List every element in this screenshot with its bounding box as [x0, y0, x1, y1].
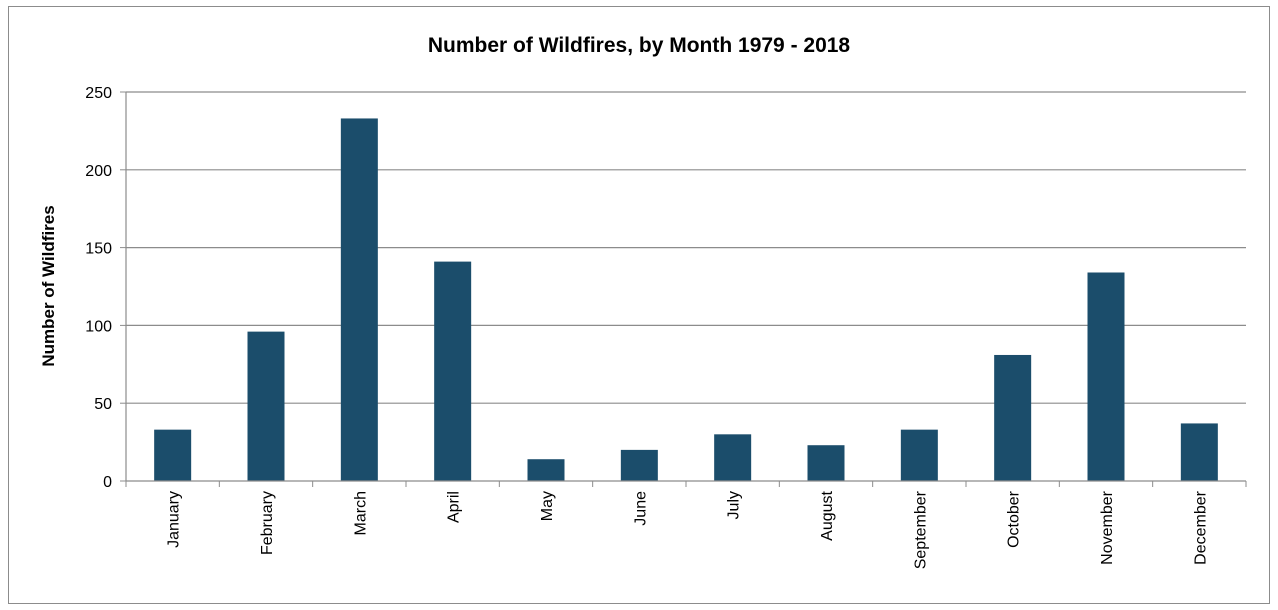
- x-tick-label: February: [259, 491, 276, 555]
- bar-december: [1180, 423, 1218, 481]
- x-tick-label: April: [446, 491, 463, 523]
- x-tick-label: January: [166, 491, 183, 548]
- x-tick-label: October: [1006, 490, 1023, 548]
- x-tick-label: November: [1099, 490, 1116, 564]
- y-tick-label: 250: [85, 85, 112, 102]
- bar-january: [154, 429, 192, 481]
- x-tick-label: May: [539, 491, 556, 521]
- bar-february: [247, 331, 285, 481]
- chart-frame: [8, 6, 1270, 604]
- bar-august: [807, 445, 845, 481]
- y-tick-label: 50: [94, 396, 112, 413]
- bars: [154, 118, 1218, 482]
- y-tick-label: 200: [85, 163, 112, 180]
- chart-title: Number of Wildfires, by Month 1979 - 201…: [428, 34, 851, 57]
- bar-november: [1087, 272, 1125, 481]
- bar-april: [434, 261, 472, 481]
- x-tick-label: June: [632, 491, 649, 526]
- y-tick-labels: 0 50 100 150 200 250: [85, 85, 112, 491]
- bar-june: [620, 449, 658, 481]
- x-tick-label: August: [819, 490, 836, 540]
- x-tick-label: September: [912, 490, 929, 569]
- y-axis-label: Number of Wildfires: [39, 205, 58, 366]
- x-tick-label: March: [352, 491, 369, 535]
- y-tick-label: 0: [103, 474, 112, 491]
- bar-may: [527, 459, 565, 481]
- x-tick-labels: January February March April May June July Augu…: [166, 490, 1210, 569]
- bar-march: [340, 118, 378, 482]
- x-tick-label: December: [1192, 490, 1209, 564]
- gridlines: [126, 91, 1246, 404]
- bar-september: [900, 429, 938, 481]
- y-tick-label: 100: [85, 318, 112, 335]
- bar-october: [994, 354, 1032, 481]
- y-tick-label: 150: [85, 241, 112, 258]
- axes: [120, 91, 1247, 487]
- bar-july: [714, 434, 752, 481]
- x-tick-label: July: [726, 491, 743, 519]
